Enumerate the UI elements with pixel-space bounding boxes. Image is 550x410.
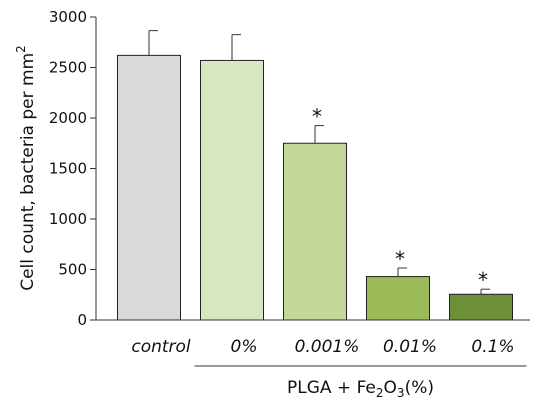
significance-mark: *	[478, 268, 488, 292]
bar	[449, 293, 513, 321]
significance-marks: * * *	[312, 105, 488, 293]
bars	[117, 54, 513, 321]
category-labels: control 0% 0.001% 0.01% 0.1%	[131, 337, 514, 357]
y-axis-title: Cell count, bacteria per mm2	[14, 45, 38, 291]
category-label: 0.1%	[471, 337, 514, 357]
y-tick-label: 1000	[49, 210, 87, 228]
bar	[200, 59, 264, 321]
y-tick-label: 3000	[49, 8, 87, 26]
group-label-part-3: (%)	[405, 378, 434, 398]
y-tick-label: 2500	[49, 59, 87, 77]
group-label-subscript-1: 2	[376, 386, 384, 400]
group-label-part-1: PLGA + Fe	[287, 378, 376, 398]
category-label: 0.01%	[383, 337, 437, 357]
y-axis-title-superscript: 2	[14, 45, 28, 53]
error-bars	[148, 30, 490, 295]
axes	[95, 17, 530, 321]
significance-mark: *	[312, 105, 322, 129]
group-label-subscript-2: 3	[397, 386, 405, 400]
bar	[366, 276, 430, 321]
y-tick-label: 0	[77, 311, 87, 329]
y-tick-label: 2000	[49, 109, 87, 127]
category-label: 0.001%	[295, 337, 360, 357]
category-label: 0%	[231, 337, 258, 357]
y-axis-ticks: 0 500 1000 1500 2000 2500 3000	[49, 8, 96, 329]
group-label-part-2: O	[384, 378, 397, 398]
bar	[117, 54, 181, 321]
bar	[283, 142, 347, 321]
y-tick-label: 500	[58, 261, 87, 279]
category-label: control	[131, 337, 191, 357]
group-bracket-label: PLGA + Fe2O3(%)	[287, 378, 434, 400]
y-axis-title-text: Cell count, bacteria per mm	[18, 53, 38, 291]
y-tick-label: 1500	[49, 160, 87, 178]
significance-mark: *	[395, 247, 405, 271]
